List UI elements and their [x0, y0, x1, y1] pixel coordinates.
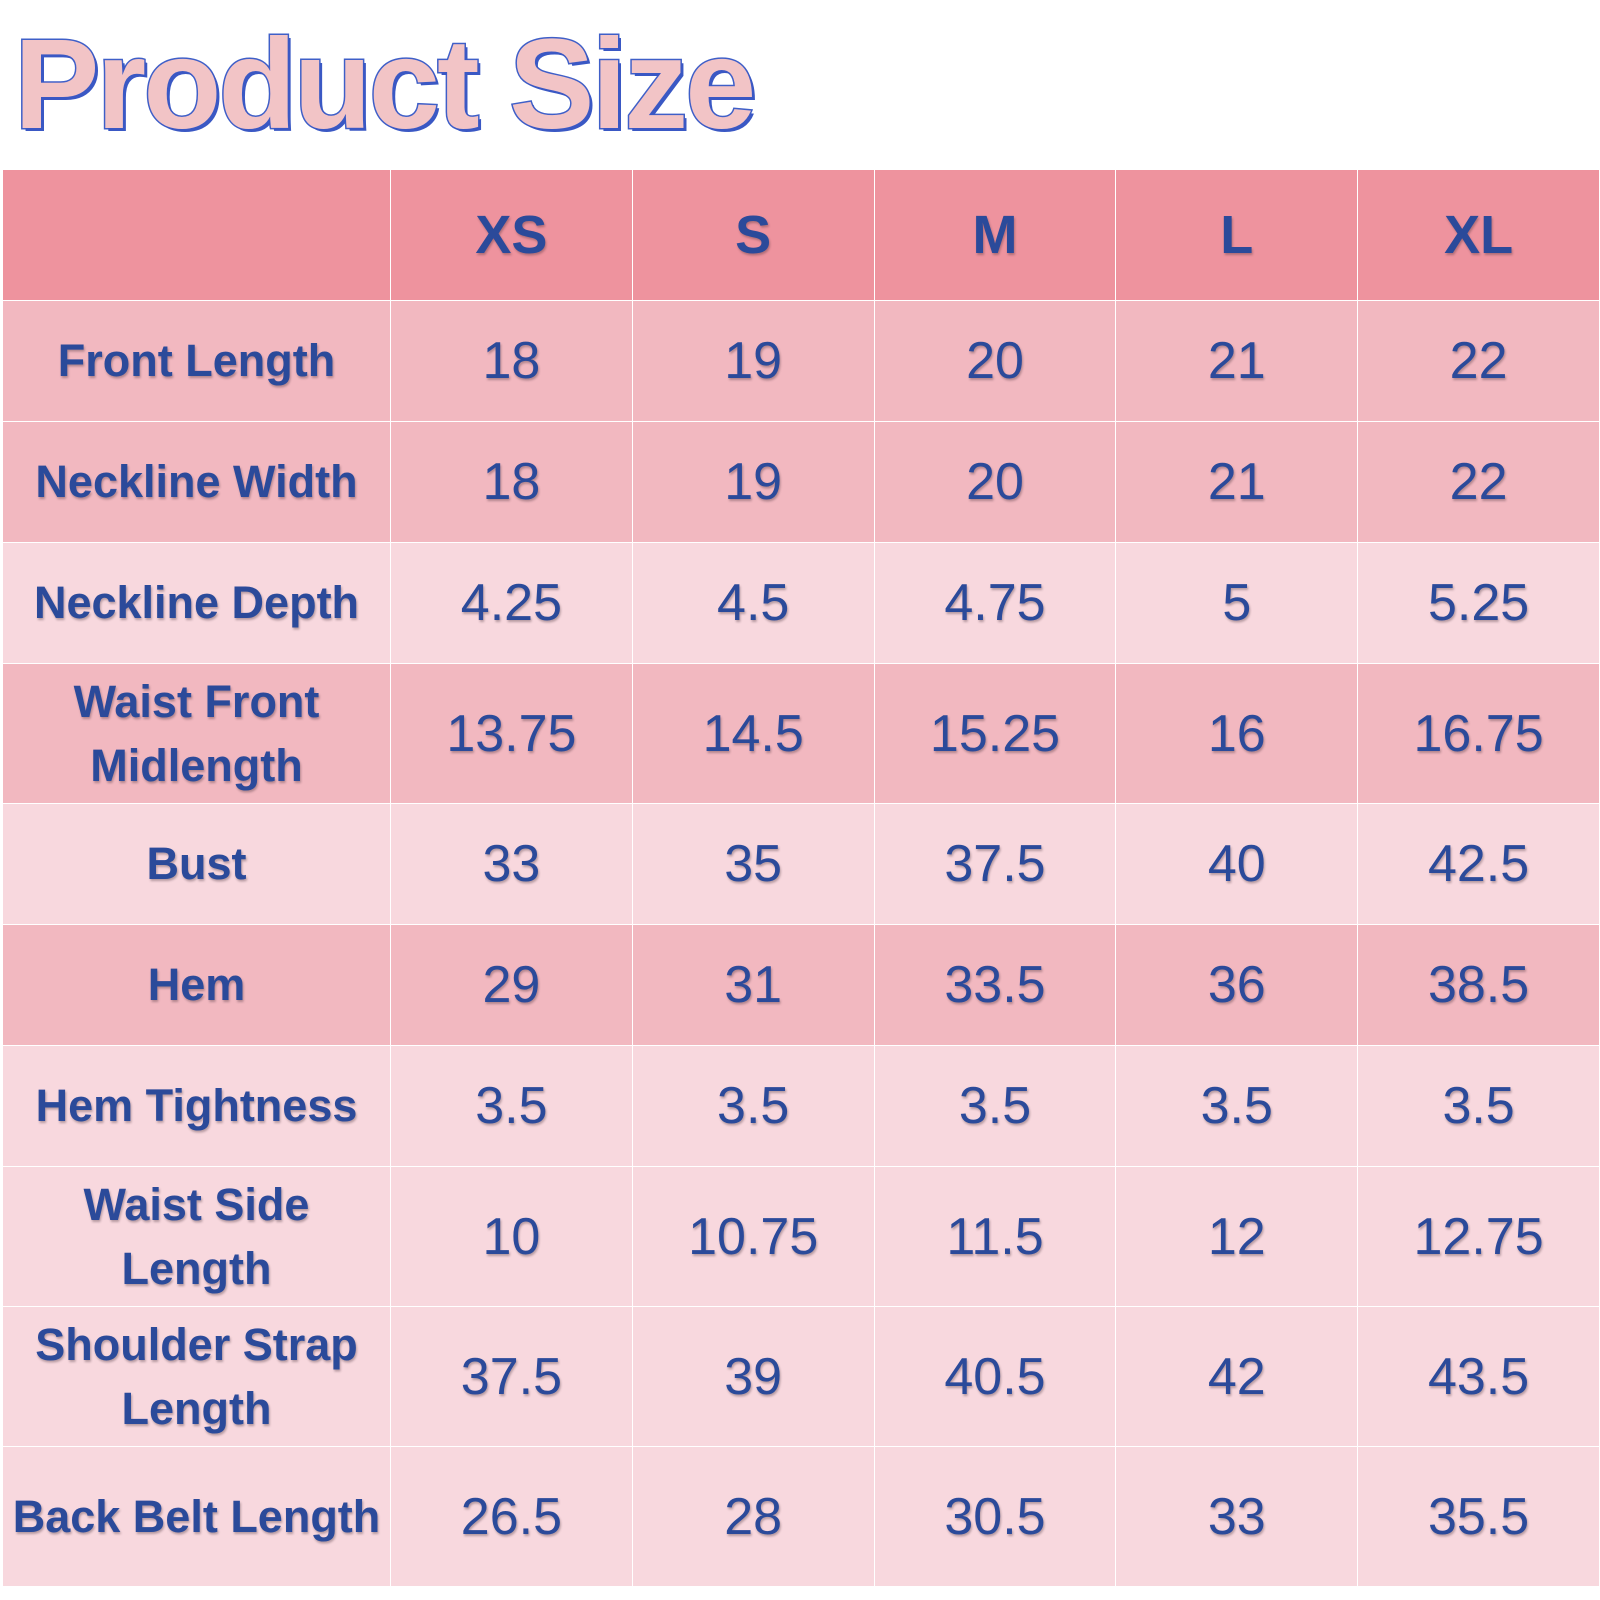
row-value: 30.5: [873, 1446, 1117, 1587]
row-value: 20: [873, 300, 1117, 422]
corner-cell: [2, 169, 391, 301]
row-value: 16.75: [1357, 663, 1600, 804]
table-row: Hem Tightness 3.5 3.5 3.5 3.5 3.5: [2, 1045, 1600, 1167]
row-value: 22: [1357, 300, 1600, 422]
row-value: 13.75: [390, 663, 633, 804]
row-value: 15.25: [873, 663, 1117, 804]
row-value: 19: [631, 421, 875, 543]
size-header-s: S: [631, 169, 875, 301]
row-value: 10.75: [631, 1166, 875, 1307]
table-row: Waist Front Midlength 13.75 14.5 15.25 1…: [2, 663, 1600, 804]
row-value: 11.5: [873, 1166, 1117, 1307]
row-value: 18: [390, 421, 633, 543]
size-header-xs: XS: [390, 169, 633, 301]
row-value: 3.5: [1115, 1045, 1359, 1167]
size-table: XS S M L XL Front Length 18 19 20 21 22 …: [2, 169, 1600, 1587]
row-value: 4.5: [631, 542, 875, 664]
row-label: Waist Front Midlength: [2, 663, 391, 804]
row-value: 42: [1115, 1306, 1359, 1447]
row-label: Hem: [2, 924, 391, 1046]
row-value: 42.5: [1357, 803, 1600, 925]
size-header-m: M: [873, 169, 1117, 301]
table-row: Front Length 18 19 20 21 22: [2, 300, 1600, 422]
row-value: 31: [631, 924, 875, 1046]
row-value: 38.5: [1357, 924, 1600, 1046]
row-value: 39: [631, 1306, 875, 1447]
row-value: 29: [390, 924, 633, 1046]
row-value: 35: [631, 803, 875, 925]
row-label: Waist Side Length: [2, 1166, 391, 1307]
row-value: 12.75: [1357, 1166, 1600, 1307]
page-title: Product Size: [12, 12, 757, 158]
row-value: 19: [631, 300, 875, 422]
row-value: 37.5: [390, 1306, 633, 1447]
row-label: Hem Tightness: [2, 1045, 391, 1167]
row-label: Shoulder Strap Length: [2, 1306, 391, 1447]
row-value: 40: [1115, 803, 1359, 925]
row-value: 33.5: [873, 924, 1117, 1046]
row-value: 12: [1115, 1166, 1359, 1307]
row-value: 20: [873, 421, 1117, 543]
row-value: 4.25: [390, 542, 633, 664]
row-value: 14.5: [631, 663, 875, 804]
row-value: 26.5: [390, 1446, 633, 1587]
size-header-xl: XL: [1357, 169, 1600, 301]
table-row: Neckline Width 18 19 20 21 22: [2, 421, 1600, 543]
row-value: 21: [1115, 300, 1359, 422]
row-value: 16: [1115, 663, 1359, 804]
row-label: Back Belt Length: [2, 1446, 391, 1587]
row-value: 3.5: [390, 1045, 633, 1167]
row-value: 3.5: [631, 1045, 875, 1167]
row-value: 33: [390, 803, 633, 925]
table-row: Neckline Depth 4.25 4.5 4.75 5 5.25: [2, 542, 1600, 664]
row-value: 21: [1115, 421, 1359, 543]
row-value: 43.5: [1357, 1306, 1600, 1447]
table-row: Waist Side Length 10 10.75 11.5 12 12.75: [2, 1166, 1600, 1307]
row-value: 35.5: [1357, 1446, 1600, 1587]
table-row: Bust 33 35 37.5 40 42.5: [2, 803, 1600, 925]
row-value: 40.5: [873, 1306, 1117, 1447]
row-value: 5: [1115, 542, 1359, 664]
table-row: Back Belt Length 26.5 28 30.5 33 35.5: [2, 1446, 1600, 1587]
row-value: 18: [390, 300, 633, 422]
row-value: 3.5: [1357, 1045, 1600, 1167]
row-value: 5.25: [1357, 542, 1600, 664]
row-value: 33: [1115, 1446, 1359, 1587]
row-value: 28: [631, 1446, 875, 1587]
size-header-l: L: [1115, 169, 1359, 301]
header-row: XS S M L XL: [2, 169, 1600, 301]
row-value: 37.5: [873, 803, 1117, 925]
row-label: Neckline Depth: [2, 542, 391, 664]
row-value: 22: [1357, 421, 1600, 543]
row-label: Neckline Width: [2, 421, 391, 543]
row-label: Front Length: [2, 300, 391, 422]
row-value: 4.75: [873, 542, 1117, 664]
table-row: Shoulder Strap Length 37.5 39 40.5 42 43…: [2, 1306, 1600, 1447]
table-row: Hem 29 31 33.5 36 38.5: [2, 924, 1600, 1046]
row-value: 36: [1115, 924, 1359, 1046]
row-value: 3.5: [873, 1045, 1117, 1167]
row-value: 10: [390, 1166, 633, 1307]
row-label: Bust: [2, 803, 391, 925]
